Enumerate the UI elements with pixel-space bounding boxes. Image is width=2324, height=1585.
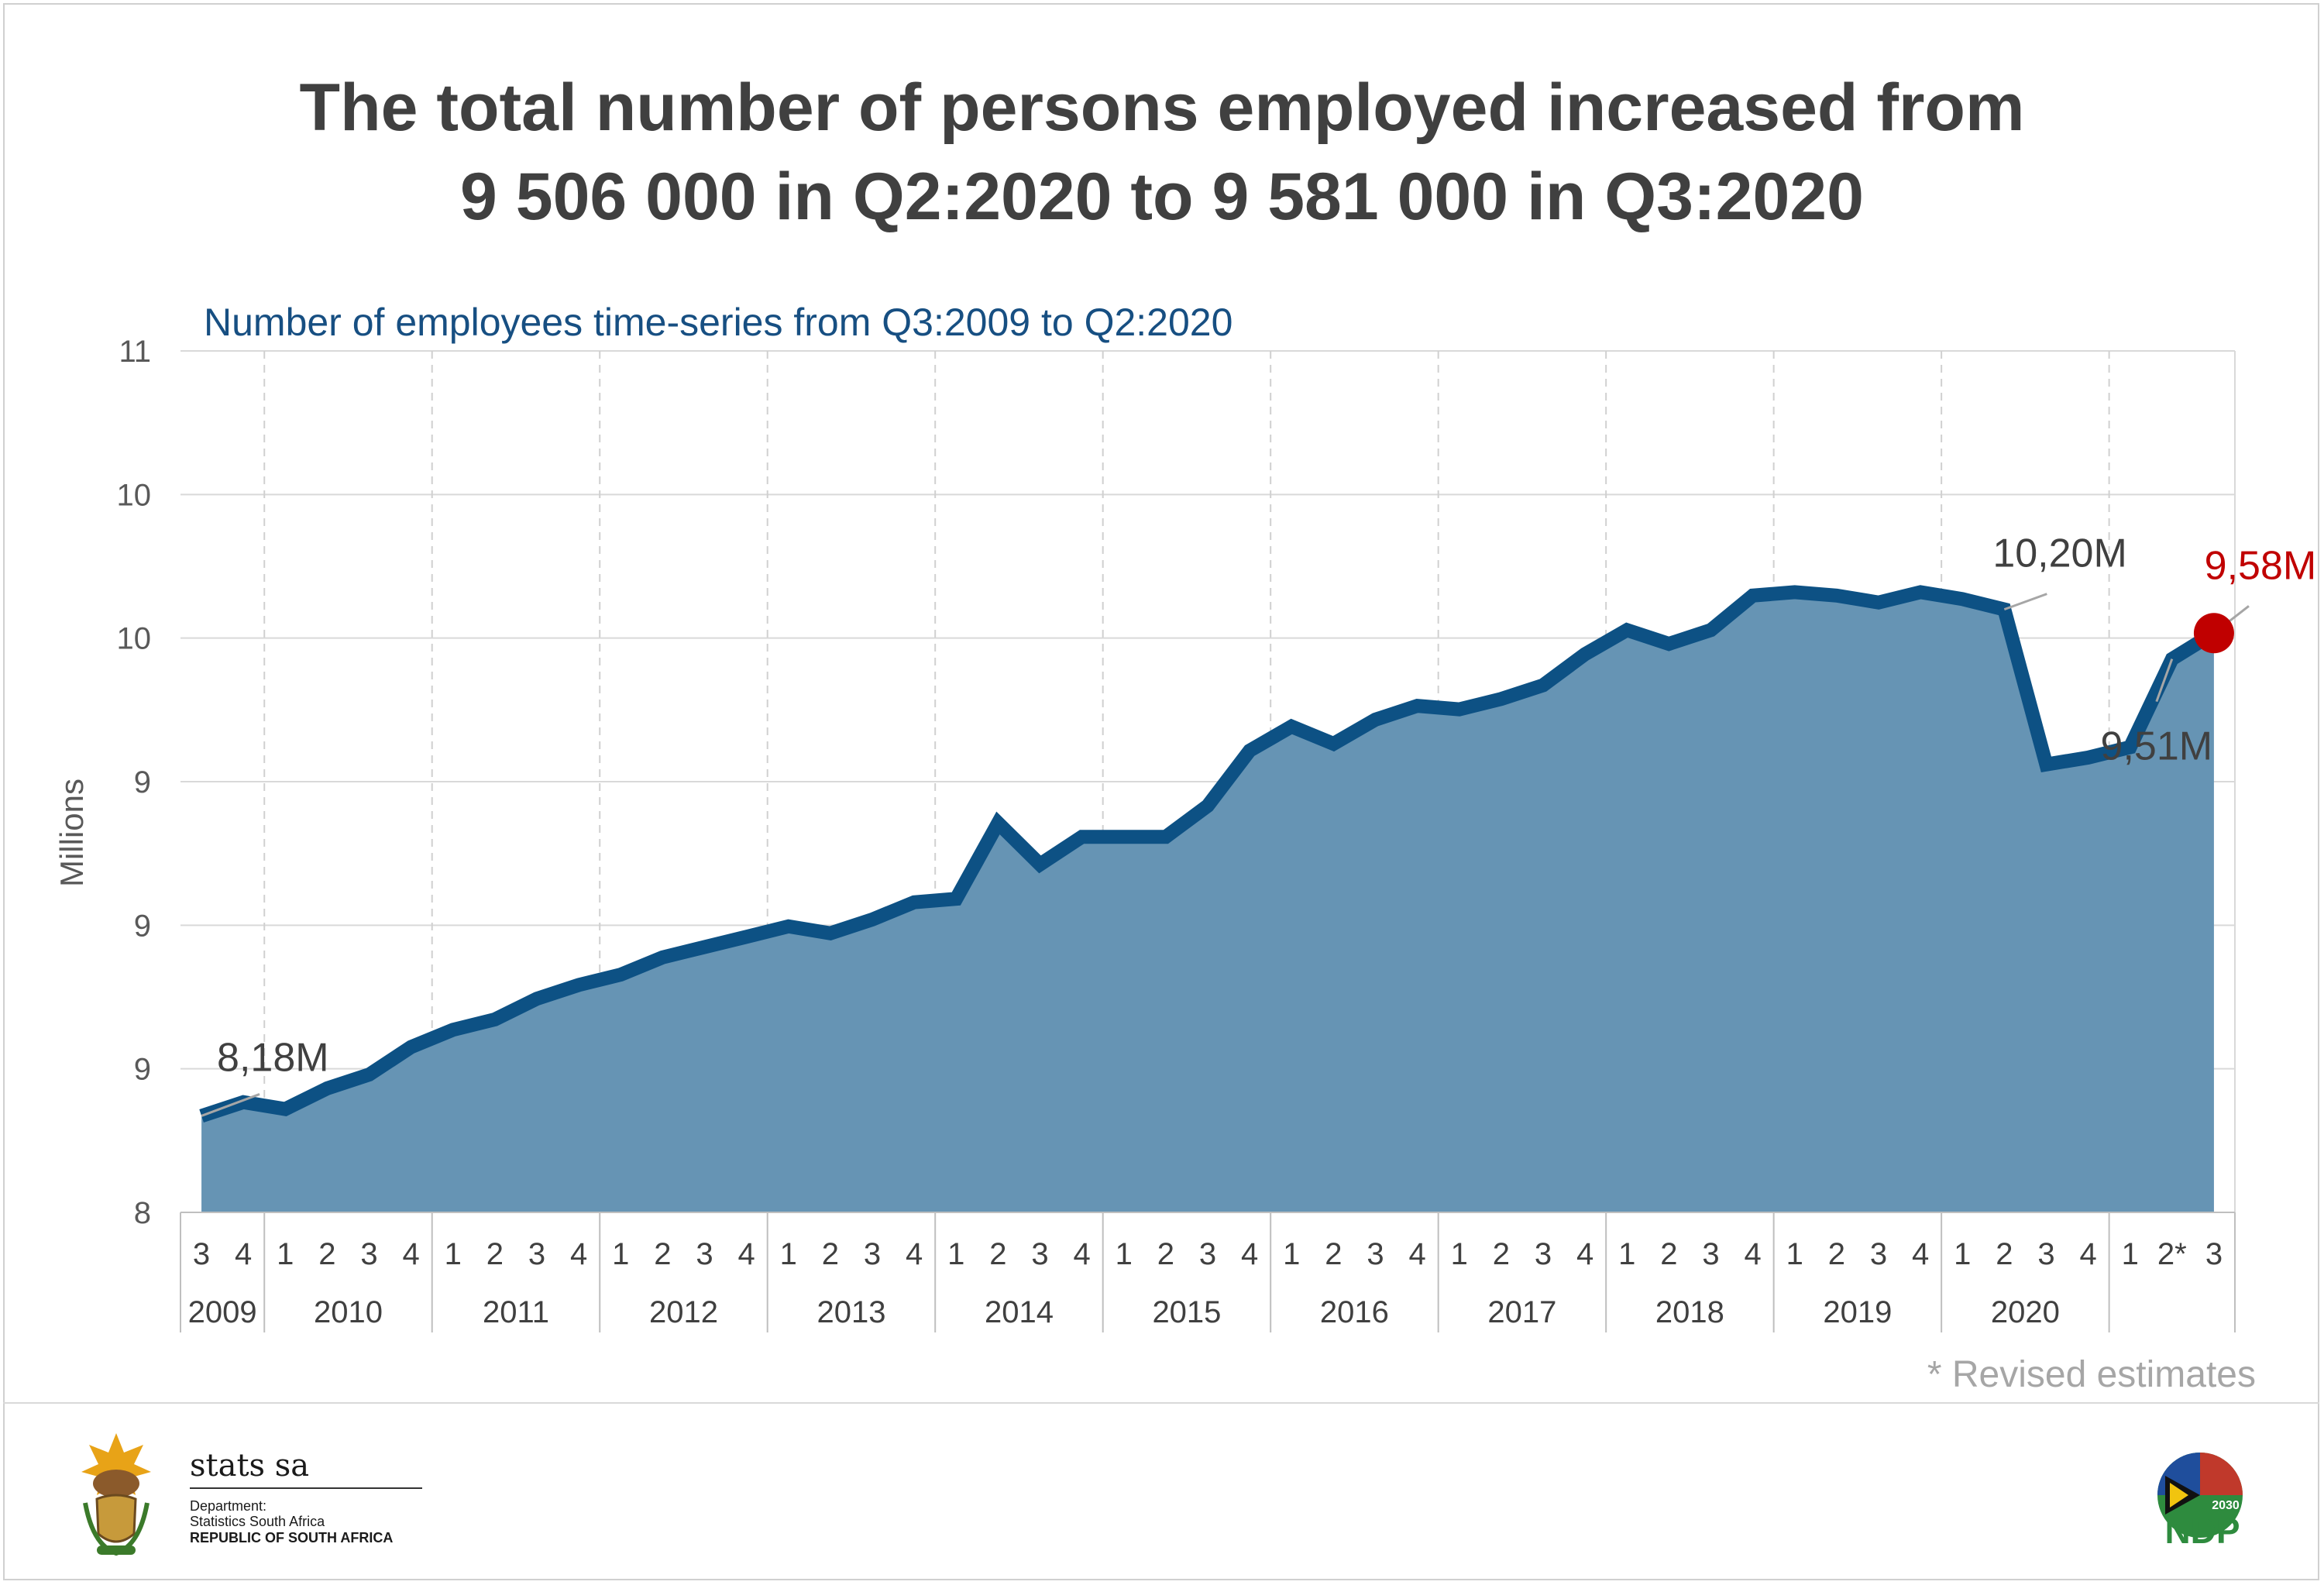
quarter-tick-label: 1 — [1451, 1237, 1468, 1271]
quarter-tick-label: 2 — [1660, 1237, 1677, 1271]
quarter-tick-label: 2 — [1157, 1237, 1174, 1271]
quarter-tick-label: 4 — [1241, 1237, 1258, 1271]
y-tick-label: 8 — [134, 1196, 151, 1230]
annotations: 8,18M 10,20M 9,51M 9,58M — [201, 531, 2317, 1117]
quarter-tick-label: 3 — [864, 1237, 881, 1271]
annotation-label: 9,58M — [2205, 543, 2317, 588]
quarter-tick-label: 2 — [486, 1237, 504, 1271]
quarter-tick-label: 2* — [2157, 1237, 2187, 1271]
quarter-tick-label: 1 — [277, 1237, 294, 1271]
y-tick-label: 9 — [134, 909, 151, 943]
quarter-tick-label: 3 — [193, 1237, 210, 1271]
quarter-tick-label: 1 — [445, 1237, 462, 1271]
ndp-2030-logo: 2030 NDP — [2157, 1453, 2243, 1549]
quarter-tick-label: 4 — [906, 1237, 923, 1271]
quarter-tick-label: 1 — [947, 1237, 964, 1271]
employment-area — [201, 592, 2214, 1212]
quarter-tick-label: 3 — [1535, 1237, 1552, 1271]
quarter-tick-label: 4 — [403, 1237, 420, 1271]
ndp-label: NDP — [2164, 1511, 2240, 1549]
quarter-tick-label: 4 — [1408, 1237, 1425, 1271]
year-tick-label: 2013 — [816, 1295, 885, 1329]
statssa-brand: stats sa Department: Statistics South Af… — [190, 1447, 422, 1546]
quarter-tick-label: 4 — [570, 1237, 587, 1271]
quarter-tick-label: 4 — [2079, 1237, 2096, 1271]
quarter-tick-label: 1 — [780, 1237, 797, 1271]
chart-svg: Number of employees time-series from Q3:… — [53, 301, 2317, 1395]
quarter-tick-label: 3 — [1870, 1237, 1887, 1271]
quarter-tick-label: 4 — [1074, 1237, 1091, 1271]
brand-organisation: Statistics South Africa — [190, 1514, 325, 1529]
year-tick-label: 2015 — [1152, 1295, 1221, 1329]
y-tick-label: 10 — [117, 622, 152, 656]
footer-divider — [3, 1402, 2319, 1404]
quarter-tick-label: 1 — [612, 1237, 629, 1271]
brand-name: stats sa — [190, 1447, 422, 1489]
quarter-tick-label: 3 — [2205, 1237, 2223, 1271]
annotation-label: 9,51M — [2101, 724, 2213, 769]
quarter-tick-label: 2 — [989, 1237, 1006, 1271]
quarter-tick-label: 2 — [1325, 1237, 1342, 1271]
quarter-tick-label: 1 — [1283, 1237, 1300, 1271]
quarter-tick-label: 2 — [1493, 1237, 1510, 1271]
year-tick-label: 2018 — [1655, 1295, 1724, 1329]
year-tick-label: 2011 — [483, 1295, 549, 1329]
chart-subtitle: Number of employees time-series from Q3:… — [204, 301, 1232, 344]
quarter-tick-label: 3 — [1199, 1237, 1216, 1271]
highlight-point — [2193, 613, 2234, 654]
annotation-leader — [2003, 593, 2047, 611]
annotation-label: 10,20M — [1992, 531, 2126, 576]
quarter-tick-label: 4 — [1576, 1237, 1593, 1271]
y-tick-label: 10 — [117, 478, 152, 512]
quarter-tick-label: 1 — [1618, 1237, 1635, 1271]
annotation-leader — [2155, 658, 2174, 703]
chart-title: The total number of persons employed inc… — [0, 64, 2324, 242]
title-line-1: The total number of persons employed inc… — [299, 70, 2025, 145]
employment-line — [199, 585, 2218, 1123]
quarter-tick-label: 3 — [528, 1237, 545, 1271]
quarter-tick-label: 1 — [1954, 1237, 1971, 1271]
y-tick-label: 11 — [119, 335, 151, 369]
year-tick-label: 2014 — [985, 1295, 1054, 1329]
year-tick-label: 2010 — [314, 1295, 383, 1329]
quarter-tick-label: 4 — [235, 1237, 252, 1271]
quarter-tick-label: 1 — [2122, 1237, 2139, 1271]
quarter-tick-label: 4 — [1744, 1237, 1761, 1271]
year-tick-label: 2020 — [1991, 1295, 2060, 1329]
coat-of-arms-logo — [81, 1433, 151, 1556]
quarter-tick-label: 1 — [1786, 1237, 1803, 1271]
quarter-tick-label: 3 — [1702, 1237, 1719, 1271]
quarter-tick-label: 3 — [2037, 1237, 2054, 1271]
quarter-tick-label: 2 — [822, 1237, 839, 1271]
year-tick-label: 2012 — [649, 1295, 718, 1329]
title-line-2: 9 506 000 in Q2:2020 to 9 581 000 in Q3:… — [460, 160, 1864, 234]
year-tick-label: 2017 — [1487, 1295, 1556, 1329]
quarter-tick-label: 3 — [696, 1237, 713, 1271]
quarter-tick-label: 2 — [318, 1237, 335, 1271]
brand-department: Department: — [190, 1498, 267, 1514]
year-tick-label: 2019 — [1823, 1295, 1892, 1329]
quarter-tick-label: 3 — [360, 1237, 377, 1271]
y-tick-label: 9 — [134, 1053, 151, 1087]
quarter-tick-label: 2 — [654, 1237, 671, 1271]
quarter-tick-label: 3 — [1031, 1237, 1048, 1271]
year-tick-label: 2009 — [188, 1295, 257, 1329]
annotation-label: 8,18M — [217, 1035, 329, 1080]
brand-country: REPUBLIC OF SOUTH AFRICA — [190, 1530, 394, 1545]
quarter-tick-label: 1 — [1116, 1237, 1133, 1271]
y-axis-label: Millions — [53, 779, 90, 887]
y-tick-label: 9 — [134, 765, 151, 799]
y-axis-ticks: 8 9 9 9 10 10 11 — [117, 335, 152, 1230]
quarter-tick-label: 4 — [1912, 1237, 1929, 1271]
quarter-tick-label: 3 — [1367, 1237, 1384, 1271]
chart-frame — [3, 3, 2319, 1580]
revised-estimates-note: * Revised estimates — [1927, 1354, 2256, 1395]
quarter-tick-label: 4 — [738, 1237, 755, 1271]
quarter-tick-label: 2 — [1828, 1237, 1845, 1271]
ndp-year: 2030 — [2212, 1499, 2240, 1512]
annotation-leader — [201, 1093, 260, 1117]
year-tick-label: 2016 — [1320, 1295, 1389, 1329]
quarter-tick-label: 2 — [1996, 1237, 2013, 1271]
